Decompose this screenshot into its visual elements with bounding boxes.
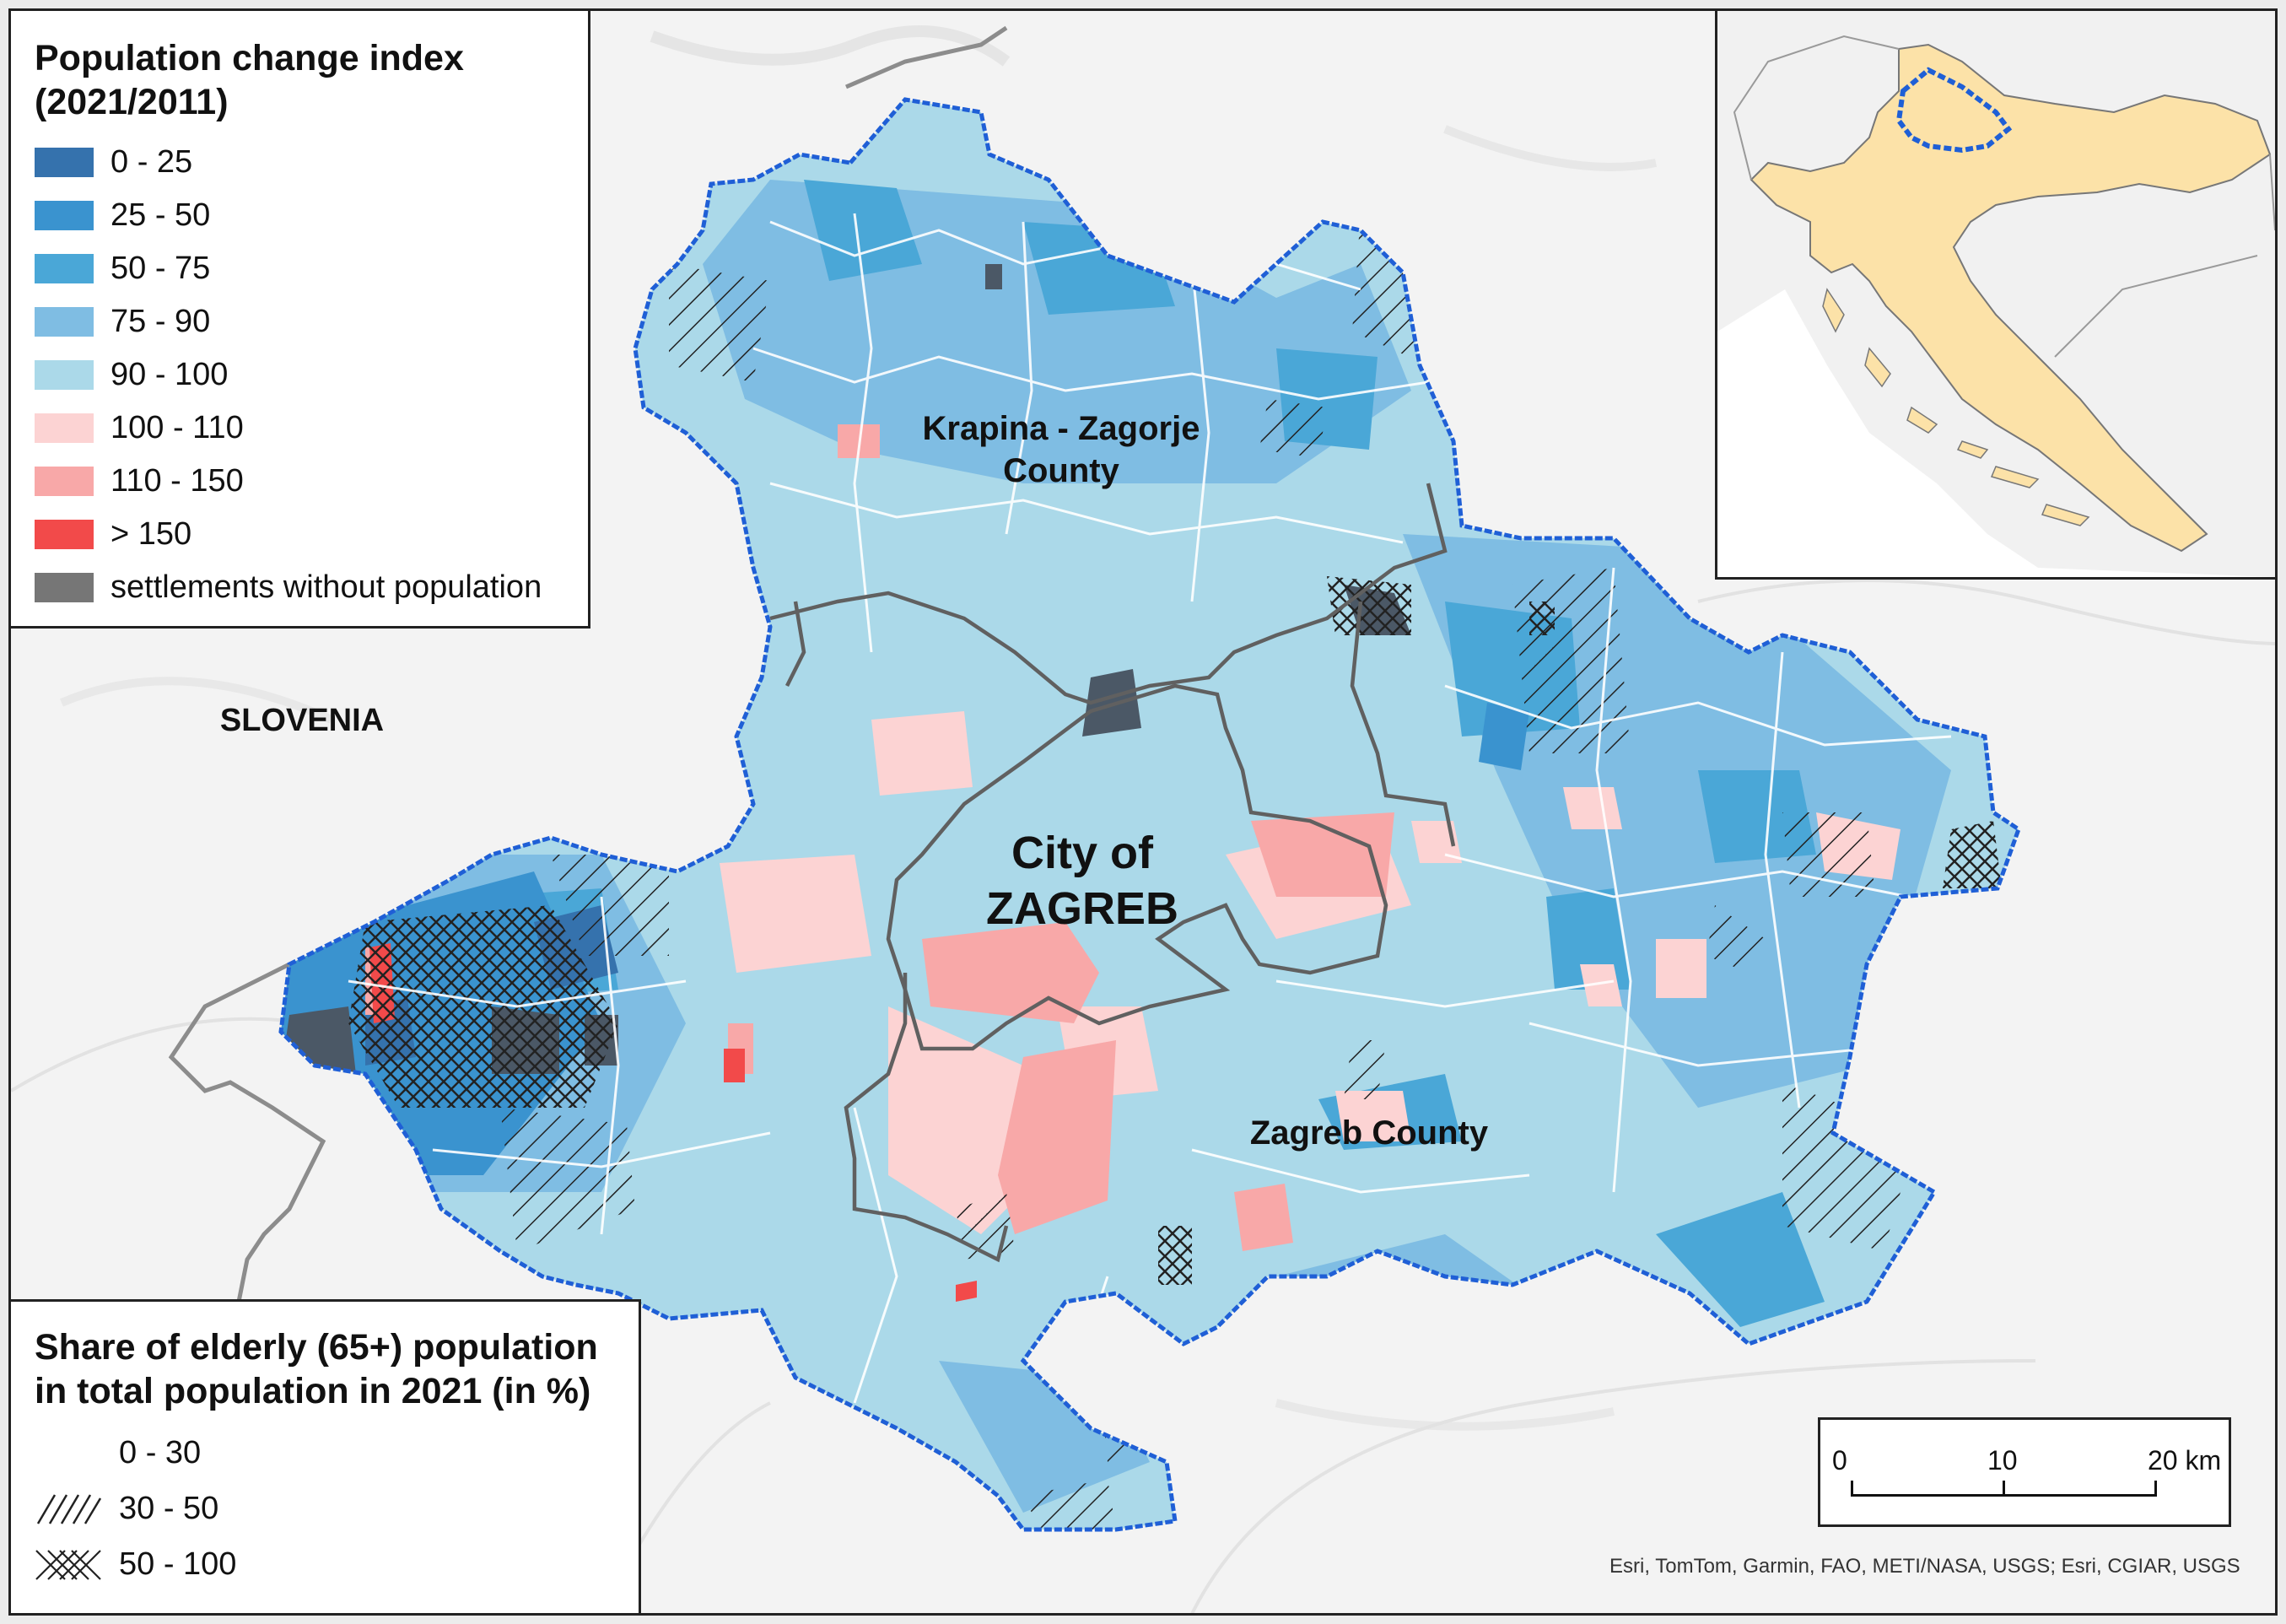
population-change-legend-row: settlements without population xyxy=(35,561,564,614)
elderly-share-title-line1: Share of elderly (65+) population xyxy=(35,1327,598,1368)
legend-label: 75 - 90 xyxy=(111,304,211,339)
legend-color-swatch xyxy=(35,360,94,390)
city-of-zagreb-label: City of ZAGREB xyxy=(956,825,1209,936)
elderly-legend-label: 30 - 50 xyxy=(119,1490,219,1526)
county-boundaries xyxy=(769,483,1456,1263)
legend-label: 90 - 100 xyxy=(111,357,229,392)
elderly-cross-hatch xyxy=(348,576,2002,1285)
legend-color-swatch xyxy=(35,307,94,337)
population-change-legend-row: 100 - 110 xyxy=(35,402,564,455)
legend-color-swatch xyxy=(35,254,94,283)
elderly-legend-row-0-30: 0 - 30 xyxy=(35,1425,615,1481)
elderly-legend-label: 0 - 30 xyxy=(119,1434,202,1470)
sea-area xyxy=(1717,289,2275,577)
population-change-legend-row: 0 - 25 xyxy=(35,136,564,189)
region-outline xyxy=(278,97,2022,1532)
zagreb-county-label: Zagreb County xyxy=(1249,1114,1489,1152)
inset-map-svg xyxy=(1717,11,2275,577)
city-label-line2: ZAGREB xyxy=(986,883,1178,934)
scale-bar-tick-20 xyxy=(2154,1481,2157,1497)
krapina-label-line2: County xyxy=(1003,452,1119,489)
krapina-label-line1: Krapina - Zagorje xyxy=(922,410,1200,447)
cross-hatch-swatch xyxy=(35,1550,101,1580)
slovenia-label: SLOVENIA xyxy=(219,703,385,738)
population-change-legend: Population change index (2021/2011) 0 - … xyxy=(8,8,590,629)
population-change-legend-row: 90 - 100 xyxy=(35,348,564,402)
scale-bar-tick-10 xyxy=(2003,1481,2005,1497)
legend-color-swatch xyxy=(35,413,94,443)
population-change-legend-row: 50 - 75 xyxy=(35,242,564,295)
elderly-legend-row-30-50: 30 - 50 xyxy=(35,1481,615,1536)
elderly-share-legend-title: Share of elderly (65+) population in tot… xyxy=(35,1325,615,1413)
legend-color-swatch xyxy=(35,520,94,549)
legend-label: 110 - 150 xyxy=(111,463,244,499)
study-area-outline xyxy=(1895,67,2013,154)
population-change-title-line1: Population change index xyxy=(35,38,464,78)
legend-label: 0 - 25 xyxy=(111,144,193,180)
slovenia-border xyxy=(168,25,1008,1345)
legend-label: 25 - 50 xyxy=(111,197,211,233)
neighbor-borders xyxy=(1733,35,2275,358)
legend-color-swatch xyxy=(35,201,94,230)
croatia-shape xyxy=(1750,43,2272,553)
legend-color-swatch xyxy=(35,573,94,602)
legend-label: 100 - 110 xyxy=(111,410,244,445)
population-change-legend-items: 0 - 25 25 - 50 50 - 75 75 - 90 90 - 100 100 -… xyxy=(35,136,564,614)
no-hatch-swatch xyxy=(35,1436,102,1470)
elderly-share-title-line2: in total population in 2021 (in %) xyxy=(35,1371,591,1411)
legend-color-swatch xyxy=(35,148,94,177)
inset-locator-map xyxy=(1715,8,2278,580)
diagonal-hatch-swatch xyxy=(36,1494,102,1524)
elderly-legend-label: 50 - 100 xyxy=(119,1546,237,1582)
scale-tick-label-10: 10 xyxy=(1987,1445,2018,1476)
elderly-legend-row-50-100: 50 - 100 xyxy=(35,1536,615,1592)
population-change-legend-title: Population change index (2021/2011) xyxy=(35,36,564,124)
krapina-zagorje-county-label: Krapina - Zagorje County xyxy=(901,407,1221,492)
scale-tick-label-20km: 20 km xyxy=(2148,1445,2222,1476)
legend-label: 50 - 75 xyxy=(111,251,211,286)
population-change-legend-row: 25 - 50 xyxy=(35,189,564,242)
population-change-legend-row: 75 - 90 xyxy=(35,295,564,348)
scale-bar-tick-0 xyxy=(1851,1481,1853,1497)
legend-color-swatch xyxy=(35,467,94,496)
population-change-legend-row: 110 - 150 xyxy=(35,455,564,508)
scale-tick-label-0: 0 xyxy=(1832,1445,1847,1476)
legend-label: > 150 xyxy=(111,516,192,552)
population-change-legend-row: > 150 xyxy=(35,508,564,561)
elderly-share-legend: Share of elderly (65+) population in tot… xyxy=(8,1299,641,1616)
island-shapes xyxy=(1822,288,2090,526)
scale-bar: 0 10 20 km xyxy=(1818,1417,2231,1527)
map-attribution: Esri, TomTom, Garmin, FAO, METI/NASA, US… xyxy=(1609,1555,2240,1578)
population-change-title-line2: (2021/2011) xyxy=(35,82,229,122)
city-label-line1: City of xyxy=(1011,828,1153,878)
legend-label: settlements without population xyxy=(111,569,542,605)
